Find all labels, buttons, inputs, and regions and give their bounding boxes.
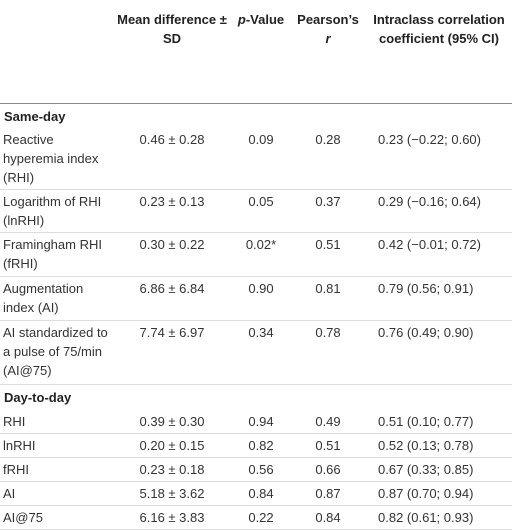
- cell: 0.28: [290, 128, 366, 190]
- table-row: Logarithm of RHI (lnRHI) 0.23 ± 0.13 0.05 0…: [0, 189, 512, 233]
- row-label: lnRHI: [0, 433, 112, 458]
- section-title: Same-day: [4, 109, 66, 124]
- cell: 0.51: [290, 433, 366, 458]
- table-row: Framingham RHI (fRHI) 0.30 ± 0.22 0.02* 0.5…: [0, 232, 512, 277]
- cell: 0.34: [232, 320, 290, 385]
- header-cell: p-Value: [232, 0, 290, 104]
- cell: 0.29 (−0.16; 0.64): [366, 189, 512, 233]
- row-label: fRHI: [0, 457, 112, 482]
- cell: 6.86 ± 6.84: [112, 276, 232, 321]
- cell: 0.46 ± 0.28: [112, 128, 232, 190]
- cell: 0.49: [290, 409, 366, 434]
- cell: 7.74 ± 6.97: [112, 320, 232, 385]
- cell: 0.30 ± 0.22: [112, 232, 232, 277]
- row-label: Reactive hyperemia index (RHI): [0, 128, 112, 190]
- header-cell: Pearson’s r: [290, 0, 366, 104]
- cell: 0.20 ± 0.15: [112, 433, 232, 458]
- cell: 0.05: [232, 189, 290, 233]
- header-cell: Mean difference ± SD: [112, 0, 232, 104]
- row-label: Augmentation index (AI): [0, 276, 112, 321]
- cell: 0.37: [290, 189, 366, 233]
- table-row: Augmentation index (AI) 6.86 ± 6.84 0.90 0.…: [0, 276, 512, 321]
- cell: 0.78: [290, 320, 366, 385]
- cell: 0.56: [232, 457, 290, 482]
- header-text: p: [237, 12, 246, 27]
- row-label: AI standardized to a pulse of 75/min (AI…: [0, 320, 112, 385]
- cell: 0.23 ± 0.18: [112, 457, 232, 482]
- cell: 0.09: [232, 128, 290, 190]
- cell: 0.87 (0.70; 0.94): [366, 481, 512, 506]
- cell: 0.39 ± 0.30: [112, 409, 232, 434]
- table-row: AI standardized to a pulse of 75/min (AI…: [0, 320, 512, 385]
- cell: 0.51 (0.10; 0.77): [366, 409, 512, 434]
- header-text: Intraclass correlation coefficient (95% …: [373, 12, 505, 46]
- cell: 0.52 (0.13; 0.78): [366, 433, 512, 458]
- cell: 0.81: [290, 276, 366, 321]
- row-label: Framingham RHI (fRHI): [0, 232, 112, 277]
- header-text: Pearson’s: [297, 12, 359, 27]
- cell: 0.23 ± 0.13: [112, 189, 232, 233]
- header-cell: Intraclass correlation coefficient (95% …: [366, 0, 512, 104]
- row-label: RHI: [0, 409, 112, 434]
- cell: 0.87: [290, 481, 366, 506]
- section-row: Same-day: [0, 104, 512, 129]
- row-label: Logarithm of RHI (lnRHI): [0, 189, 112, 233]
- row-label: AI@75: [0, 505, 112, 530]
- header-row: Mean difference ± SD p-Value Pearson’s r In…: [0, 0, 512, 104]
- table-row: AI 5.18 ± 3.62 0.84 0.87 0.87 (0.70; 0.94): [0, 481, 512, 506]
- cell: 0.76 (0.49; 0.90): [366, 320, 512, 385]
- header-cell: [0, 0, 112, 104]
- cell: 0.84: [232, 481, 290, 506]
- cell: 0.82: [232, 433, 290, 458]
- header-text: r: [325, 31, 331, 46]
- cell: 0.67 (0.33; 0.85): [366, 457, 512, 482]
- cell: 0.51: [290, 232, 366, 277]
- table-row: RHI 0.39 ± 0.30 0.94 0.49 0.51 (0.10; 0.77): [0, 409, 512, 434]
- cell: 0.02*: [232, 232, 290, 277]
- cell: 6.16 ± 3.83: [112, 505, 232, 530]
- cell: 0.84: [290, 505, 366, 530]
- cell: 0.66: [290, 457, 366, 482]
- cell: 0.23 (−0.22; 0.60): [366, 128, 512, 190]
- cell: 0.79 (0.56; 0.91): [366, 276, 512, 321]
- cell: 0.22: [232, 505, 290, 530]
- cell: 0.82 (0.61; 0.93): [366, 505, 512, 530]
- table-body: Same-day Reactive hyperemia index (RHI) 0.…: [0, 104, 512, 530]
- section-title: Day-to-day: [0, 384, 512, 410]
- table-row: AI@75 6.16 ± 3.83 0.22 0.84 0.82 (0.61; 0.93…: [0, 505, 512, 530]
- cell: 0.90: [232, 276, 290, 321]
- row-label: AI: [0, 481, 112, 506]
- header-text: -Value: [245, 12, 285, 27]
- table-row: Reactive hyperemia index (RHI) 0.46 ± 0.2…: [0, 128, 512, 190]
- cell: 5.18 ± 3.62: [112, 481, 232, 506]
- cell: 0.94: [232, 409, 290, 434]
- header-text: Mean difference ± SD: [117, 12, 227, 46]
- table-row: lnRHI 0.20 ± 0.15 0.82 0.51 0.52 (0.13; 0.78…: [0, 433, 512, 458]
- cell: 0.42 (−0.01; 0.72): [366, 232, 512, 277]
- table-row: fRHI 0.23 ± 0.18 0.56 0.66 0.67 (0.33; 0.85): [0, 457, 512, 482]
- section-row: Day-to-day: [0, 384, 512, 410]
